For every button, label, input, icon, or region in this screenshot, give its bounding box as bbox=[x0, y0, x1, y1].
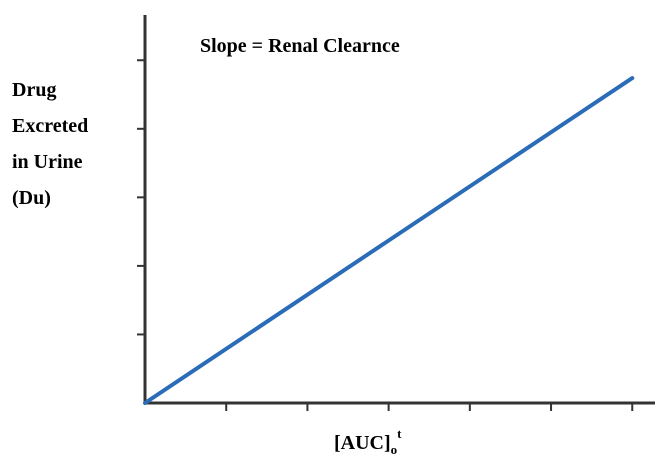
data-line bbox=[143, 76, 635, 405]
y-axis-label-line: Excreted bbox=[12, 115, 88, 137]
x-label-main: [AUC] bbox=[334, 432, 391, 454]
chart-title: Slope = Renal Clearnce bbox=[200, 35, 400, 57]
y-axis-label-line: in Urine bbox=[12, 151, 83, 173]
x-label-sup: t bbox=[397, 426, 402, 441]
y-axis-label: Drug Excreted in Urine (Du) bbox=[12, 79, 88, 209]
x-label-sub: o bbox=[391, 442, 398, 457]
x-axis-label: [AUC]ot bbox=[334, 426, 402, 457]
y-axis-label-line: (Du) bbox=[12, 187, 51, 209]
y-axis-label-line: Drug bbox=[12, 79, 56, 101]
